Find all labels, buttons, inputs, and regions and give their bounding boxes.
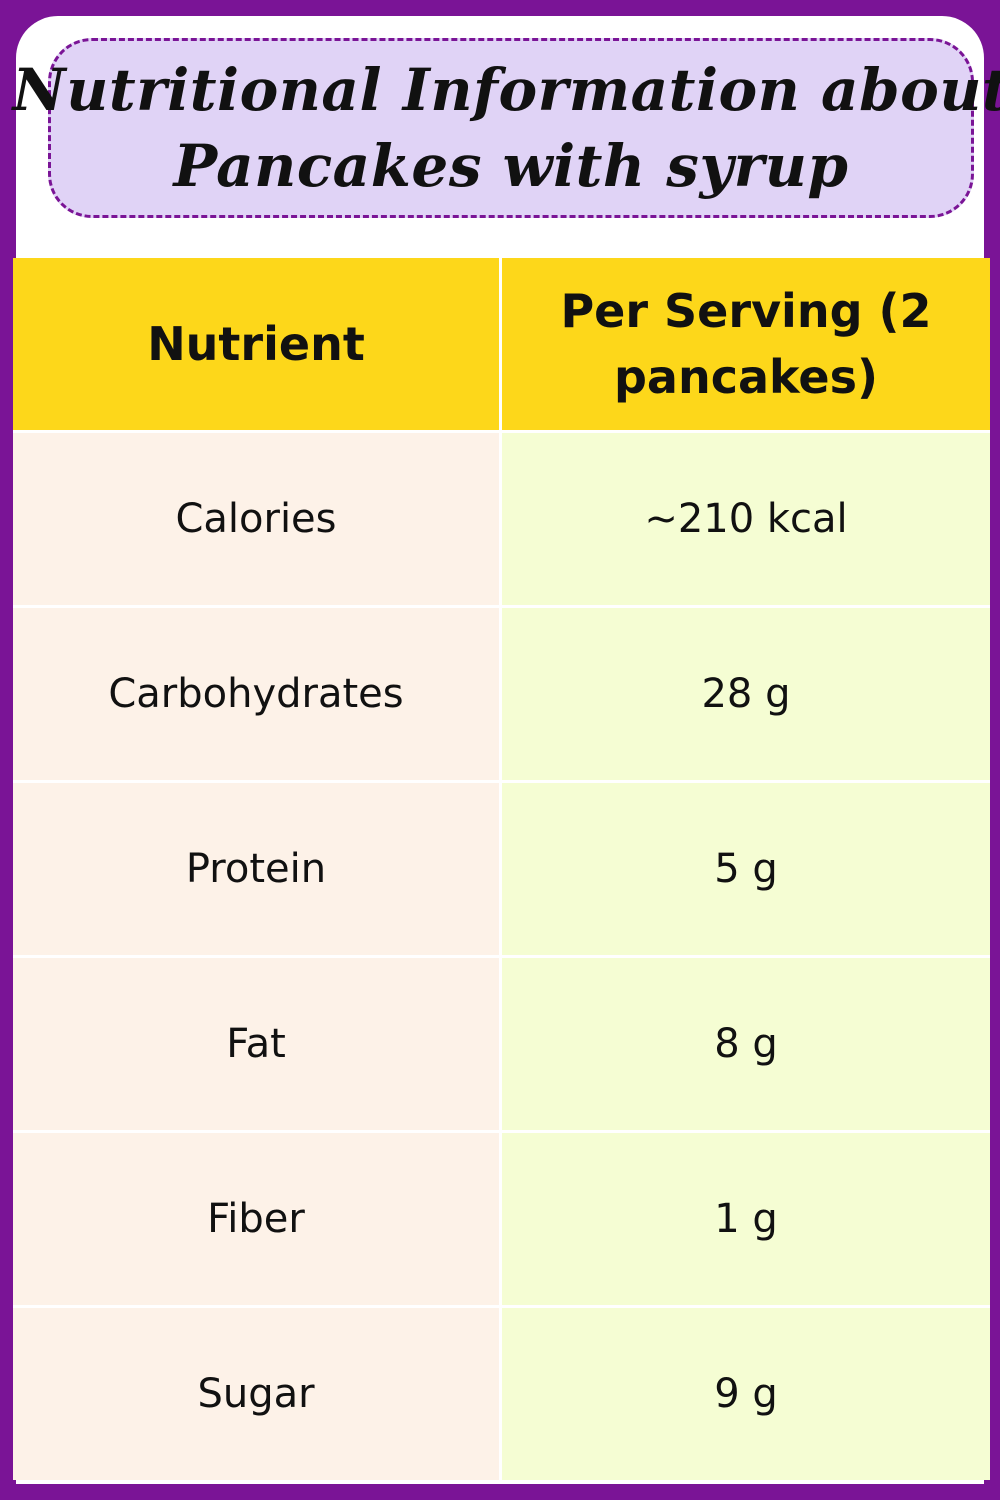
title-line-1: Nutritional Information about bbox=[12, 56, 1000, 124]
value-cell: 8 g bbox=[502, 958, 990, 1130]
header-per-serving: Per Serving (2 pancakes) bbox=[502, 258, 990, 430]
nutrient-cell: Calories bbox=[13, 433, 499, 605]
nutrient-cell: Carbohydrates bbox=[13, 608, 499, 780]
header-nutrient: Nutrient bbox=[13, 258, 499, 430]
title-line-2: Pancakes with syrup bbox=[173, 132, 849, 200]
nutrient-cell: Fat bbox=[13, 958, 499, 1130]
nutrient-cell: Fiber bbox=[13, 1133, 499, 1305]
nutrient-cell: Protein bbox=[13, 783, 499, 955]
nutrient-cell: Sugar bbox=[13, 1308, 499, 1480]
value-cell: ~210 kcal bbox=[502, 433, 990, 605]
value-cell: 9 g bbox=[502, 1308, 990, 1480]
nutrition-table: Nutrient Per Serving (2 pancakes) Calori… bbox=[13, 258, 990, 1480]
value-cell: 1 g bbox=[502, 1133, 990, 1305]
title-banner: Nutritional Information about Pancakes w… bbox=[13, 38, 1000, 218]
value-cell: 28 g bbox=[502, 608, 990, 780]
value-cell: 5 g bbox=[502, 783, 990, 955]
